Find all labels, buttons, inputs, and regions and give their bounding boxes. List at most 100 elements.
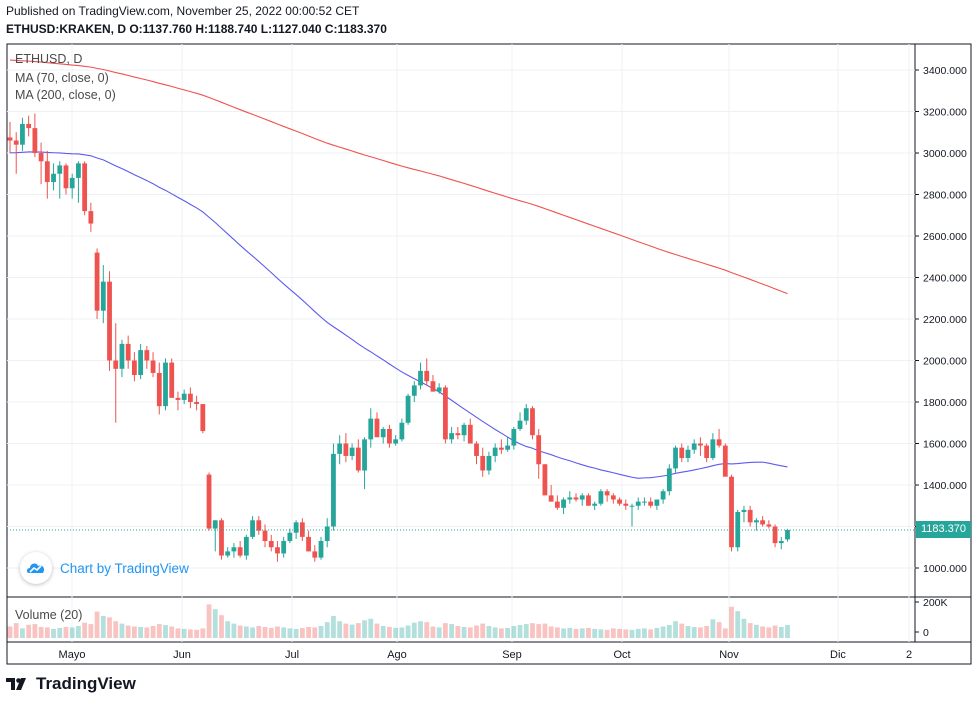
candle xyxy=(760,516,766,527)
candle-body xyxy=(548,495,554,502)
candle xyxy=(175,391,181,411)
symbol-legend[interactable]: ETHUSD, D xyxy=(15,52,83,66)
volume-bar xyxy=(449,624,455,638)
tradingview-logo[interactable]: TradingView xyxy=(6,674,136,694)
ma70-line xyxy=(9,151,788,479)
volume-bar xyxy=(32,624,38,638)
candle xyxy=(592,501,598,510)
candle-body xyxy=(635,501,641,506)
volume-bar xyxy=(268,627,274,638)
candle xyxy=(343,433,349,463)
candle xyxy=(225,547,231,558)
candle xyxy=(461,422,467,442)
candle-body xyxy=(561,499,566,508)
volume-bar xyxy=(747,623,753,638)
candle-body xyxy=(399,422,405,440)
volume-bar xyxy=(231,623,237,638)
candle-body xyxy=(554,501,560,508)
volume-bar xyxy=(324,622,330,638)
candle xyxy=(648,497,654,508)
candle xyxy=(424,358,430,386)
volume-bar xyxy=(281,627,287,638)
candle-body xyxy=(436,387,442,392)
candle-body xyxy=(592,503,598,506)
candle-body xyxy=(498,447,504,450)
candle-body xyxy=(443,387,448,440)
candle xyxy=(306,530,311,552)
volume-bar xyxy=(760,626,766,638)
tradingview-cloud-icon xyxy=(20,552,52,584)
volume-bar xyxy=(617,628,622,638)
volume-bar xyxy=(262,626,268,638)
candle xyxy=(548,485,554,502)
candle xyxy=(51,163,56,191)
vol-tick-label: 200K xyxy=(923,597,948,609)
candle xyxy=(368,408,374,448)
ma70-legend[interactable]: MA (70, close, 0) xyxy=(15,71,109,85)
chart-by-tradingview-badge[interactable]: Chart by TradingView xyxy=(20,552,189,584)
volume-bar xyxy=(573,628,579,638)
candle xyxy=(710,433,716,461)
candle xyxy=(729,474,734,552)
volume-bar xyxy=(368,618,374,638)
candle xyxy=(32,113,38,158)
volume-bar xyxy=(362,620,367,638)
candle-body xyxy=(654,499,660,506)
badge-text[interactable]: Chart by TradingView xyxy=(60,560,189,576)
candle xyxy=(505,437,510,452)
volume-legend[interactable]: Volume (20) xyxy=(15,608,83,622)
ma200-legend[interactable]: MA (200, close, 0) xyxy=(15,88,116,102)
candle-body xyxy=(380,428,386,438)
volume-bar xyxy=(455,626,461,638)
candle xyxy=(88,202,94,232)
volume-bar xyxy=(107,617,112,638)
candle-body xyxy=(716,439,722,446)
volume-bar xyxy=(212,609,218,638)
volume-bar xyxy=(443,623,448,638)
volume-bar xyxy=(156,624,162,638)
candle-body xyxy=(299,522,305,537)
candle-body xyxy=(449,433,455,440)
candle-body xyxy=(766,524,772,527)
last-price-tag: 1183.370 xyxy=(916,521,971,538)
candle-body xyxy=(617,499,622,504)
candle-body xyxy=(474,443,479,456)
volume-bar xyxy=(517,625,523,638)
candle xyxy=(380,426,386,444)
volume-bar xyxy=(679,623,685,638)
volume-bar xyxy=(554,627,560,638)
candle-body xyxy=(331,453,336,527)
candle-body xyxy=(523,408,529,421)
candle-body xyxy=(362,439,367,471)
volume-bar xyxy=(610,628,616,638)
candle-body xyxy=(187,393,193,402)
candle xyxy=(250,516,255,539)
volume-bar xyxy=(685,626,691,638)
volume-bar xyxy=(175,628,181,638)
candle-body xyxy=(293,522,299,533)
candle xyxy=(206,472,212,531)
candle xyxy=(735,509,741,552)
candle-body xyxy=(237,547,243,556)
candle-body xyxy=(623,503,629,506)
candle-body xyxy=(586,495,591,506)
candle xyxy=(119,339,125,378)
candle xyxy=(598,489,604,506)
volume-bar xyxy=(754,624,759,638)
candle-body xyxy=(536,435,542,465)
candle-body xyxy=(355,447,361,471)
candle xyxy=(536,428,542,479)
volume-bar xyxy=(26,624,32,638)
candle-body xyxy=(505,445,510,450)
x-tick-label: Oct xyxy=(613,649,630,661)
y-tick-label: 2800.000 xyxy=(923,190,967,202)
candle xyxy=(76,161,81,203)
volume-bar xyxy=(343,623,349,638)
volume-bar xyxy=(642,628,647,638)
y-tick-label: 3000.000 xyxy=(923,148,967,160)
candle-body xyxy=(691,443,697,450)
volume-bar xyxy=(88,624,94,638)
volume-bar xyxy=(256,626,262,638)
volume-bar xyxy=(132,626,137,638)
